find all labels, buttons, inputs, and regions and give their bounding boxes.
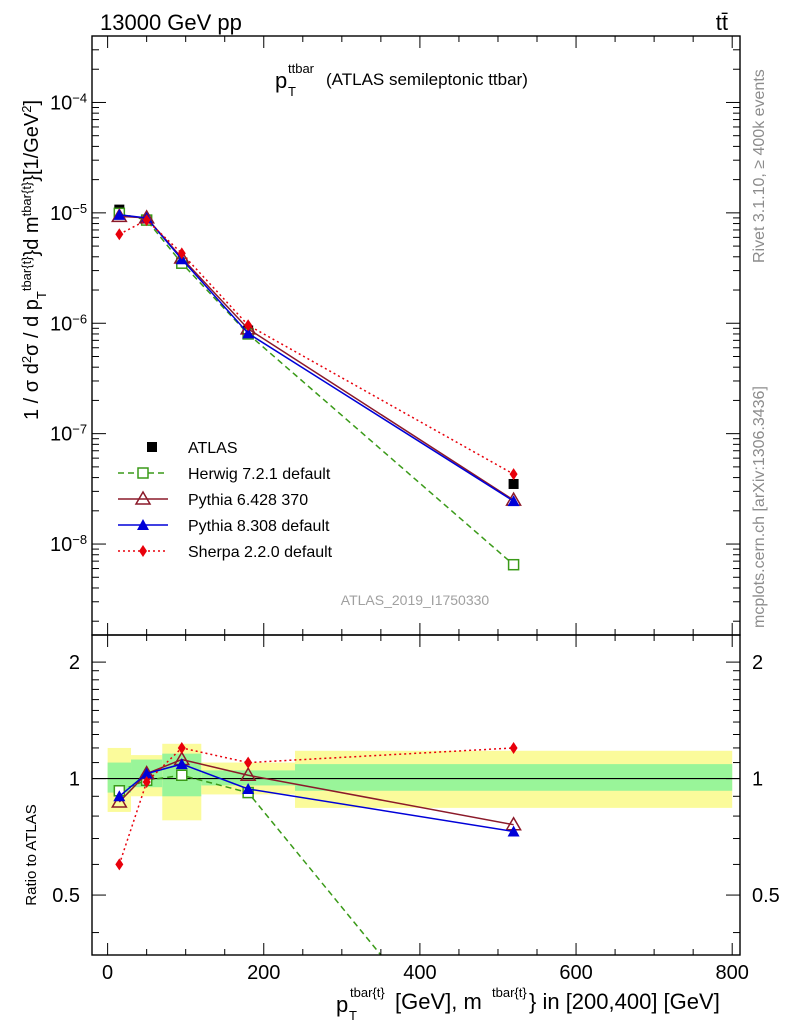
ratio-frame bbox=[91, 634, 741, 956]
title-subscript: T bbox=[288, 84, 296, 99]
ratio-y-axis-label: Ratio to ATLAS bbox=[23, 804, 40, 905]
legend-marker-3 bbox=[137, 519, 149, 530]
main-point-4-3 bbox=[244, 319, 253, 332]
legend-label-2: Pythia 6.428 370 bbox=[188, 492, 308, 509]
legend-label-4: Sherpa 2.2.0 default bbox=[188, 544, 333, 561]
ratio-point-2-3 bbox=[242, 782, 255, 794]
ratio-series-layer bbox=[111, 741, 522, 956]
main-y-tick-label-4: 10−4 bbox=[50, 90, 87, 115]
legend-label-0: ATLAS bbox=[188, 440, 238, 457]
main-y-tick-label-2: 10−6 bbox=[50, 311, 87, 336]
x-tick-label-400: 400 bbox=[403, 962, 436, 984]
x-tick-label-800: 800 bbox=[716, 962, 749, 984]
main-point-4-2 bbox=[177, 247, 186, 260]
main-y-tick-label-1: 10−7 bbox=[50, 421, 87, 446]
mcplots-label: mcplots.cern.ch [arXiv:1306.3436] bbox=[751, 386, 768, 628]
legend-marker-4 bbox=[139, 545, 147, 557]
legend-label-3: Pythia 8.308 default bbox=[188, 518, 330, 535]
ratio-point-3-4 bbox=[509, 741, 518, 754]
main-y-axis-label: 1 / σ d2σ / d pTtbar{t}}d mtbar{t}}[1/Ge… bbox=[19, 100, 49, 420]
main-point-1-4 bbox=[507, 558, 520, 571]
ratio-y-tick-label-1: 1 bbox=[69, 769, 80, 791]
ratio-point-0-2 bbox=[176, 769, 188, 782]
main-point-4-1 bbox=[142, 214, 151, 227]
ratio-point-3-2 bbox=[177, 741, 186, 754]
x-tick-label-600: 600 bbox=[559, 962, 592, 984]
ratio-point-2-4 bbox=[507, 825, 520, 837]
title-description: (ATLAS semileptonic ttbar) bbox=[326, 70, 528, 89]
legend: ATLAS Herwig 7.2.1 default Pythia 6.428 37… bbox=[118, 440, 333, 561]
axes-layer: 0 200 400 600 800 10−8 10−7 10−6 10−5 10−4 0.5 0.5 1… bbox=[50, 35, 780, 984]
ratio-uncertainty-bands bbox=[92, 743, 740, 821]
ratio-y-tick-label-0: 0.5 bbox=[52, 885, 80, 907]
legend-marker-2 bbox=[134, 490, 152, 505]
x-tick-label-0: 0 bbox=[102, 962, 113, 984]
main-series-line-4 bbox=[118, 219, 514, 475]
ratio-point-3-1 bbox=[142, 775, 151, 788]
x-label-tail: } in [200,400] [GeV] bbox=[529, 989, 720, 1014]
main-series-layer bbox=[111, 204, 522, 571]
rivet-version-label: Rivet 3.1.10, ≥ 400k events bbox=[751, 69, 768, 263]
x-label-sup: tbar{t} bbox=[350, 985, 385, 1000]
main-point-0-4 bbox=[508, 478, 519, 489]
ratio-point-2-1 bbox=[140, 767, 153, 779]
main-y-tick-label-3: 10−5 bbox=[50, 200, 87, 225]
main-point-4-0 bbox=[115, 228, 124, 241]
x-axis-label: p T tbar{t} [GeV], m tbar{t} } in [200,4… bbox=[336, 985, 720, 1023]
ratio-band-inner-0 bbox=[107, 762, 132, 793]
legend-marker-1 bbox=[137, 467, 149, 479]
ratio-point-2-0 bbox=[113, 790, 126, 802]
main-chart-title: p T ttbar (ATLAS semileptonic ttbar) bbox=[275, 61, 528, 99]
ratio-point-1-3 bbox=[239, 766, 257, 782]
analysis-label: ATLAS_2019_I1750330 bbox=[341, 592, 490, 608]
main-point-3-0 bbox=[113, 208, 126, 220]
x-label-mid: [GeV], m bbox=[395, 989, 482, 1014]
ratio-point-3-3 bbox=[244, 756, 253, 769]
x-label-sub: T bbox=[349, 1008, 357, 1023]
ratio-y-tick-label-right-2: 2 bbox=[752, 652, 763, 674]
x-label-sup2: tbar{t} bbox=[492, 985, 527, 1000]
main-point-3-3 bbox=[242, 327, 255, 339]
ratio-band-inner-4 bbox=[294, 764, 733, 791]
main-point-3-4 bbox=[507, 495, 520, 507]
ratio-y-tick-label-right-0: 0.5 bbox=[752, 885, 780, 907]
legend-label-1: Herwig 7.2.1 default bbox=[188, 466, 331, 483]
ratio-y-tick-label-right-1: 1 bbox=[752, 769, 763, 791]
main-y-tick-label-0: 10−8 bbox=[50, 532, 87, 557]
x-label-p: p bbox=[336, 992, 348, 1017]
title-superscript: ttbar bbox=[288, 61, 315, 76]
process-label: tt̄ bbox=[716, 10, 728, 35]
ratio-point-3-0 bbox=[115, 858, 124, 871]
ratio-band-inner-3 bbox=[201, 770, 295, 786]
main-point-4-4 bbox=[509, 468, 518, 481]
legend-marker-0 bbox=[147, 442, 157, 452]
title-p: p bbox=[275, 68, 287, 93]
energy-label: 13000 GeV pp bbox=[100, 10, 242, 35]
x-tick-label-200: 200 bbox=[247, 962, 280, 984]
ratio-y-tick-label-2: 2 bbox=[69, 652, 80, 674]
ratio-point-2-2 bbox=[175, 758, 188, 770]
svg-text:p: p bbox=[275, 68, 287, 93]
